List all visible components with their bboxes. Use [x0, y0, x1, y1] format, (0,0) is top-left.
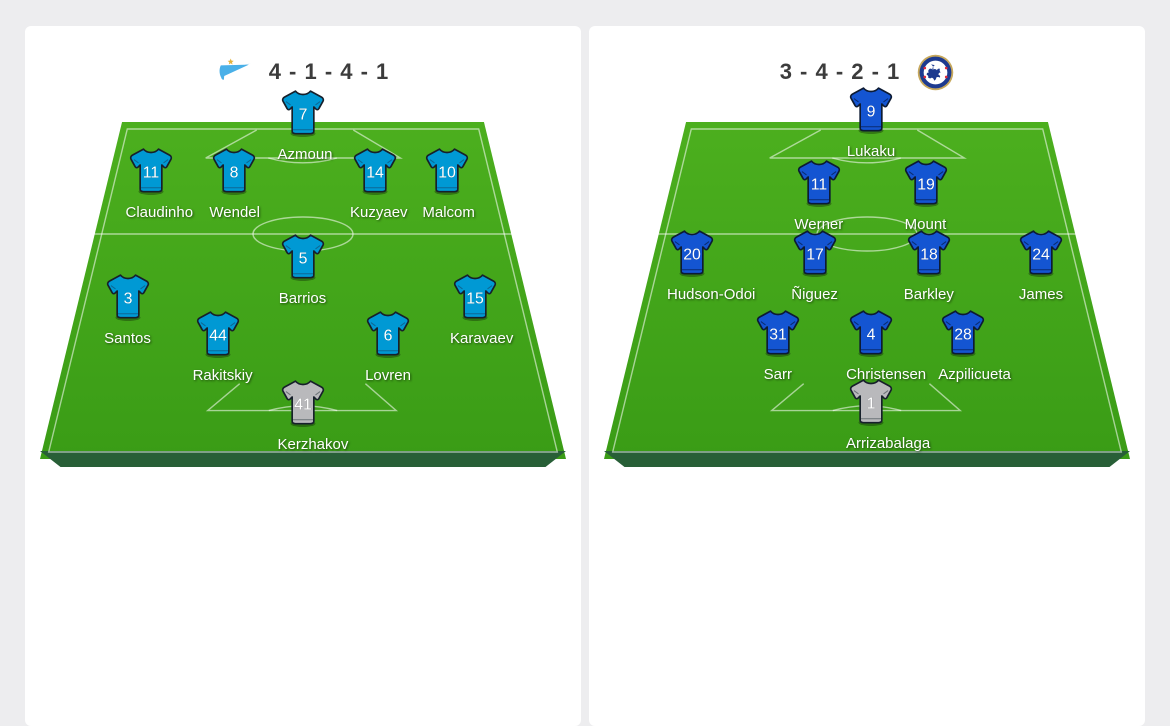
svg-text:11: 11 [142, 164, 159, 181]
svg-text:1: 1 [867, 396, 876, 413]
svg-text:10: 10 [439, 164, 457, 181]
svg-text:44: 44 [209, 327, 227, 344]
svg-text:19: 19 [917, 177, 935, 194]
svg-text:24: 24 [1032, 247, 1050, 264]
svg-text:18: 18 [920, 247, 938, 264]
svg-text:3: 3 [123, 291, 132, 308]
svg-text:17: 17 [806, 247, 824, 264]
svg-text:4: 4 [867, 326, 876, 343]
svg-text:8: 8 [230, 164, 239, 181]
svg-text:6: 6 [384, 327, 393, 344]
svg-text:41: 41 [294, 396, 312, 413]
svg-text:31: 31 [769, 326, 787, 343]
svg-text:20: 20 [683, 247, 701, 264]
svg-text:28: 28 [954, 326, 972, 343]
svg-text:15: 15 [466, 291, 484, 308]
svg-text:9: 9 [867, 103, 876, 120]
svg-text:5: 5 [298, 250, 307, 267]
svg-text:7: 7 [298, 106, 307, 123]
svg-text:14: 14 [366, 164, 384, 181]
svg-text:11: 11 [811, 177, 828, 194]
